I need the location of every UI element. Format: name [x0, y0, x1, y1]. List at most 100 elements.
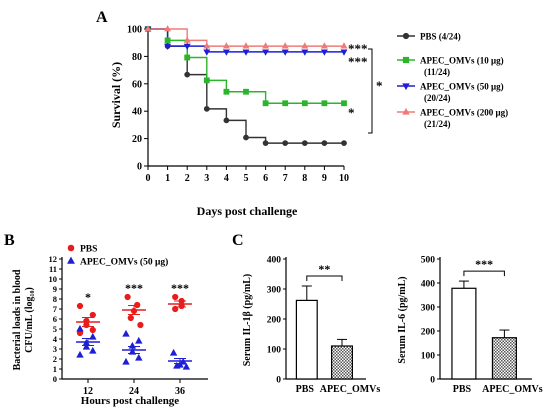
il6-y-tick-label: 400 — [421, 280, 436, 290]
bacterial-point-omvs — [89, 346, 97, 354]
survival-point-2 — [203, 77, 210, 84]
survival-x-tick-label: 7 — [283, 173, 288, 184]
bacterial-point-omvs — [76, 324, 84, 332]
survival-x-tick-label: 10 — [339, 173, 349, 184]
panel-label-a: A — [96, 9, 108, 26]
survival-x-tick-label: 9 — [322, 173, 327, 184]
survival-point-4 — [183, 36, 191, 43]
survival-y-tick-label: 0 — [137, 162, 142, 173]
il1b-y-tick-label: 300 — [267, 286, 282, 296]
il6-bar-omvs — [491, 337, 517, 380]
bacterial-point-pbs — [89, 326, 96, 334]
survival-point-4 — [222, 42, 230, 49]
survival-legend: PBS (4/24) APEC_OMVs (10 μg)(11/24) APEC_O… — [397, 32, 508, 129]
survival-point-3 — [301, 49, 309, 56]
bacterial-y-tick-label: 5 — [53, 324, 57, 334]
survival-x-tick-label: 8 — [302, 173, 307, 184]
bacterial-point-omvs — [182, 362, 191, 370]
survival-y-tick-label: 80 — [132, 52, 142, 63]
legend-label-4: APEC_OMVs (200 μg) — [420, 108, 508, 118]
bacterial-xlabel: Hours post challenge — [81, 395, 180, 407]
annotation-200ug: *** — [348, 41, 368, 56]
il1b-bar-omvs — [331, 345, 354, 380]
bacterial-y-tick-label: 7 — [53, 304, 58, 314]
bacterial-y-tick-label: 11 — [49, 264, 57, 274]
il6-x-tick-label: APEC_OMVs — [482, 384, 543, 395]
il6-x-tick-label: PBS — [453, 384, 472, 395]
bacterial-significance: *** — [171, 281, 189, 295]
survival-point-2 — [184, 54, 191, 61]
legend-marker-3 — [402, 83, 410, 91]
bacterial-y-tick-label: 2 — [53, 354, 57, 364]
il6-significance-bracket — [463, 270, 505, 277]
bacterial-ylabel-line1: Bacterial loads in blood — [12, 269, 23, 370]
survival-x-tick-label: 5 — [244, 173, 249, 184]
survival-x-tick-label: 4 — [224, 173, 229, 184]
bacterial-point-pbs — [137, 321, 144, 329]
il6-y-tick-label: 200 — [421, 328, 436, 338]
bacterial-point-omvs — [89, 332, 97, 340]
survival-point-1 — [184, 71, 191, 78]
bacterial-x-tick-label: 12 — [83, 386, 93, 397]
bacterial-y-tick-label: 1 — [53, 364, 57, 374]
il6-y-tick-label: 100 — [421, 352, 436, 362]
survival-point-2 — [262, 100, 269, 107]
legend-sublabel-4: (21/24) — [424, 119, 451, 129]
bacterial-point-omvs — [135, 336, 143, 344]
survival-point-4 — [320, 42, 328, 49]
bacterial-y-tick-label: 8 — [53, 294, 57, 304]
bacterial-significance: *** — [125, 281, 143, 295]
survival-x-tick-label: 3 — [204, 173, 209, 184]
bacterial-legend-label-1: PBS — [80, 245, 97, 255]
bacterial-point-pbs — [172, 293, 179, 301]
bacterial-x-tick-label: 24 — [129, 386, 139, 397]
panel-label-b: B — [4, 232, 15, 249]
il1b-y-tick-label: 200 — [267, 316, 282, 326]
annotation-bracket: * — [376, 78, 383, 93]
il1b-ylabel: Serum IL-1β (pg/mL) — [242, 274, 253, 367]
significance-bracket — [368, 48, 373, 134]
bacterial-y-tick-label: 6 — [53, 314, 57, 324]
survival-point-1 — [341, 140, 347, 147]
survival-point-4 — [203, 42, 211, 49]
bacterial-y-tick-label: 3 — [53, 344, 57, 354]
bacterial-point-omvs — [122, 329, 130, 337]
survival-point-3 — [262, 49, 270, 56]
bacterial-legend-marker-2 — [67, 256, 75, 264]
survival-ylabel: Survival (%) — [109, 62, 123, 128]
il6-y-tick-label: 300 — [421, 304, 436, 314]
il1b-y-tick-label: 100 — [267, 346, 282, 356]
bacterial-legend-label-2: APEC_OMVs (50 μg) — [80, 257, 168, 268]
survival-y-tick-label: 100 — [127, 25, 142, 36]
survival-x-tick-label: 2 — [185, 173, 190, 184]
il1b-chart: 0 100 200 300 400 PBS APEC_OMVs ** Serum IL-1β… — [242, 256, 380, 396]
survival-point-4 — [340, 42, 348, 49]
bacterial-x-tick-label: 36 — [175, 386, 185, 397]
legend-label-1: PBS (4/24) — [420, 32, 461, 42]
legend-marker-4 — [402, 107, 410, 115]
il1b-significance-bracket — [306, 275, 343, 281]
annotation-50ug: *** — [348, 54, 368, 69]
il1b-bar-pbs — [295, 299, 318, 380]
bacterial-point-pbs — [124, 293, 131, 301]
bacterial-point-pbs — [127, 314, 134, 322]
survival-point-1 — [321, 140, 328, 147]
survival-point-2 — [282, 100, 289, 107]
survival-point-3 — [320, 49, 328, 56]
survival-point-4 — [281, 42, 289, 49]
bacterial-point-omvs — [122, 357, 130, 365]
survival-point-1 — [223, 117, 230, 124]
survival-point-2 — [243, 88, 249, 95]
survival-y-tick-label: 60 — [132, 79, 142, 90]
bacterial-y-tick-label: 12 — [49, 254, 58, 264]
bacterial-point-omvs — [169, 348, 178, 356]
il6-chart: 0 100 200 300 400 500 PBS APEC_OMVs *** Serum I… — [397, 256, 543, 396]
legend-sublabel-3: (20/24) — [424, 93, 451, 103]
il6-ylabel: Serum IL-6 (pg/mL) — [397, 276, 408, 363]
il1b-significance: ** — [318, 262, 330, 276]
bacterial-point-omvs — [173, 361, 181, 369]
bacterial-point-omvs — [76, 350, 84, 358]
il1b-y-tick-label: 400 — [267, 256, 282, 266]
survival-x-tick-label: 1 — [165, 173, 170, 184]
bacterial-point-omvs — [82, 342, 91, 350]
